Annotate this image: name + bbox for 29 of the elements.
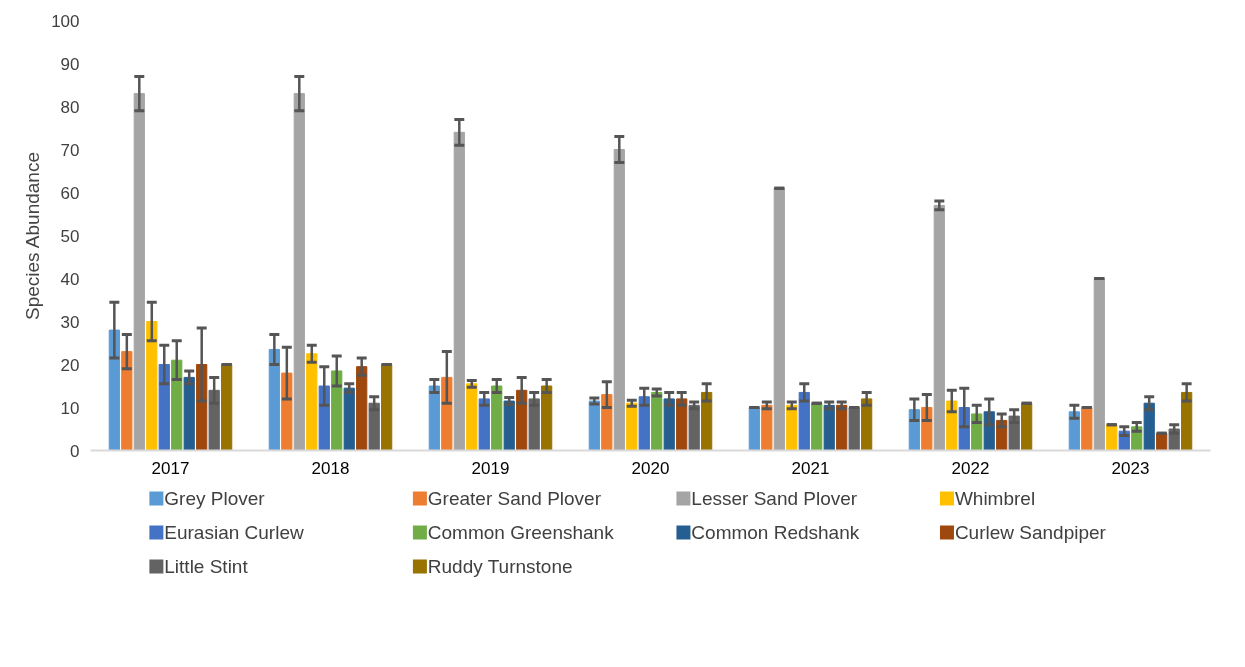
y-tick-label: 60 xyxy=(60,183,80,203)
x-tick-label: 2021 xyxy=(791,458,830,478)
y-tick-label: 30 xyxy=(60,312,80,332)
legend-label: Ruddy Turnstone xyxy=(427,556,573,577)
y-tick-label: 50 xyxy=(60,226,80,246)
y-axis-title: Species Abundance xyxy=(22,152,44,321)
legend-label: Grey Plover xyxy=(164,488,266,509)
legend-label: Common Greenshank xyxy=(427,522,615,543)
y-tick-label: 40 xyxy=(60,269,80,289)
y-tick-label: 70 xyxy=(60,140,80,160)
legend-label: Lesser Sand Plover xyxy=(691,488,858,509)
y-tick-label: 80 xyxy=(60,97,80,117)
legend-label: Greater Sand Plover xyxy=(427,488,602,509)
y-tick-label: 0 xyxy=(70,441,80,461)
x-tick-label: 2020 xyxy=(631,458,670,478)
y-tick-label: 10 xyxy=(60,398,80,418)
legend-label: Common Redshank xyxy=(691,522,860,543)
legend-label: Whimbrel xyxy=(954,488,1036,509)
legend-label: Curlew Sandpiper xyxy=(954,522,1107,543)
legend-label: Eurasian Curlew xyxy=(164,522,304,543)
x-tick-label: 2023 xyxy=(1111,458,1150,478)
y-tick-label: 90 xyxy=(60,54,80,74)
x-tick-label: 2022 xyxy=(951,458,990,478)
legend-label: Little Stint xyxy=(164,556,249,577)
y-tick-label: 20 xyxy=(60,355,80,375)
x-tick-label: 2019 xyxy=(471,458,510,478)
x-tick-label: 2018 xyxy=(311,458,350,478)
x-tick-label: 2017 xyxy=(151,458,190,478)
y-tick-label: 100 xyxy=(51,11,80,31)
